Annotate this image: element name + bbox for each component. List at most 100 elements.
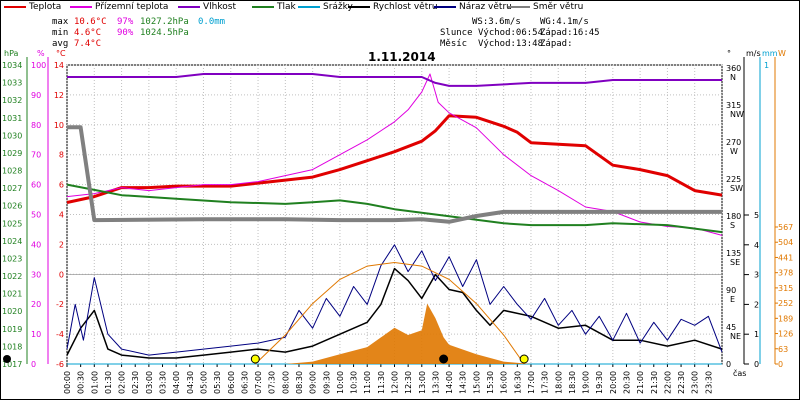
x-tick-label: 20:30	[622, 371, 631, 394]
legend-item-rychlost-vetru: Rychlost větru	[348, 2, 438, 12]
legend-swatch	[70, 5, 92, 8]
x-tick-label: 07:30	[268, 371, 277, 394]
direction-letter-label: N	[730, 73, 736, 82]
x-tick-label: 17:30	[541, 371, 550, 394]
direction-tick-label: 225	[726, 175, 741, 184]
x-tick-label: 03:30	[159, 371, 168, 394]
solar-tick-label: 315	[778, 284, 793, 293]
direction-tick-label: 135	[726, 249, 741, 258]
direction-letter-label: NE	[730, 332, 741, 341]
sunset-marker	[519, 354, 529, 364]
x-tick-label: 11:00	[363, 371, 372, 394]
legend-item-naraz-vetru: Náraz větru	[434, 2, 512, 12]
x-tick-label: 09:30	[322, 371, 331, 394]
windspeed-tick-label: 1	[754, 330, 759, 339]
x-tick-label: 14:30	[459, 371, 468, 394]
sun-set: Západ:16:45	[540, 28, 600, 38]
sunrise-marker	[250, 354, 260, 364]
legend-label: Teplota	[29, 2, 62, 12]
direction-tick-label: 45	[726, 323, 736, 332]
humidity-tick-label: 90	[31, 91, 41, 100]
x-axis-label: čas	[733, 368, 746, 378]
temperature-tick-label: -6	[56, 360, 64, 369]
x-tick-label: 12:30	[404, 371, 413, 394]
x-tick-label: 02:00	[118, 371, 127, 394]
humidity-tick-label: 100	[31, 61, 46, 70]
x-tick-label: 13:00	[418, 371, 427, 394]
solar-tick-label: 378	[778, 269, 793, 278]
moon-phase-marker	[3, 355, 11, 363]
series-vlhkost	[67, 73, 722, 87]
direction-letter-label: SW	[730, 184, 743, 193]
x-tick-label: 10:30	[350, 371, 359, 394]
legend-label: Tlak	[277, 2, 296, 12]
x-tick-label: 15:00	[472, 371, 481, 394]
stat-min-label: min	[52, 28, 69, 38]
series-slunecni-svit	[258, 303, 531, 364]
pressure-tick-label: 1020	[2, 307, 22, 316]
windspeed-tick-label: 3	[754, 271, 759, 280]
pressure-tick-label: 1022	[2, 272, 22, 281]
windspeed-tick-label: 0	[754, 360, 759, 369]
x-tick-label: 22:30	[677, 371, 686, 394]
x-tick-label: 21:30	[650, 371, 659, 394]
rain-axis-unit: mm	[762, 49, 778, 58]
pressure-tick-label: 1034	[2, 61, 22, 70]
humidity-tick-label: 70	[31, 151, 41, 160]
moon-label: Měsíc	[440, 39, 468, 49]
x-tick-label: 02:30	[131, 371, 140, 394]
legend-label: Přízemní teplota	[95, 2, 169, 12]
windspeed-tick-label: 4	[754, 241, 759, 250]
legend-swatch	[298, 5, 320, 8]
legend-swatch	[178, 5, 200, 8]
x-tick-label: 23:00	[691, 371, 700, 394]
stat-max-rain: 0.0mm	[198, 17, 226, 27]
windspeed-axis-unit: m/s	[746, 49, 761, 58]
wind-wg: WG:4.1m/s	[540, 17, 589, 27]
humidity-tick-label: 60	[31, 181, 41, 190]
legend-item-srazky: Srážky	[298, 2, 353, 12]
legend-label: Rychlost větru	[373, 2, 438, 12]
x-tick-label: 20:00	[609, 371, 618, 394]
pressure-tick-label: 1028	[2, 167, 22, 176]
legend-swatch	[4, 5, 26, 8]
x-tick-label: 05:00	[199, 371, 208, 394]
solar-tick-label: 63	[778, 345, 788, 354]
humidity-tick-label: 40	[31, 240, 41, 249]
x-tick-label: 21:00	[636, 371, 645, 394]
solar-tick-label: 441	[778, 253, 793, 262]
moon-set: Západ:	[540, 39, 573, 49]
legend-swatch	[252, 5, 274, 8]
direction-letter-label: E	[730, 295, 735, 304]
series-prizemni-teplota	[66, 73, 723, 236]
wind-ws: WS:3.6m/s	[472, 17, 521, 27]
x-tick-label: 08:00	[281, 371, 290, 394]
x-tick-label: 07:00	[254, 371, 263, 394]
temperature-tick-label: 6	[59, 181, 64, 190]
moon-rise: Východ:13:48	[478, 39, 544, 49]
legend-label: Směr větru	[533, 2, 584, 12]
stat-avg-label: avg	[52, 39, 69, 49]
x-tick-label: 14:00	[445, 371, 454, 394]
solar-tick-label: 126	[778, 330, 793, 339]
temperature-tick-label: 4	[59, 211, 64, 220]
stat-max-label: max	[52, 17, 69, 27]
x-tick-label: 16:30	[513, 371, 522, 394]
solar-axis-unit: W	[778, 49, 786, 58]
humidity-tick-label: 50	[31, 211, 41, 220]
direction-tick-label: 0	[726, 360, 731, 369]
x-tick-label: 12:00	[391, 371, 400, 394]
axes: hPa1034103310321031103010291028102710261…	[2, 49, 793, 394]
pressure-tick-label: 1032	[2, 96, 22, 105]
x-tick-label: 06:00	[227, 371, 236, 394]
pressure-tick-label: 1026	[2, 202, 22, 211]
direction-tick-label: 315	[726, 101, 741, 110]
windspeed-tick-label: 5	[754, 211, 759, 220]
humidity-axis-unit: %	[37, 49, 45, 58]
temperature-tick-label: 2	[59, 240, 64, 249]
legend-label: Vlhkost	[203, 2, 236, 12]
x-tick-label: 15:30	[486, 371, 495, 394]
x-tick-label: 23:30	[704, 371, 713, 394]
series-smer-vetru	[67, 125, 722, 224]
pressure-tick-label: 1017	[2, 360, 22, 369]
